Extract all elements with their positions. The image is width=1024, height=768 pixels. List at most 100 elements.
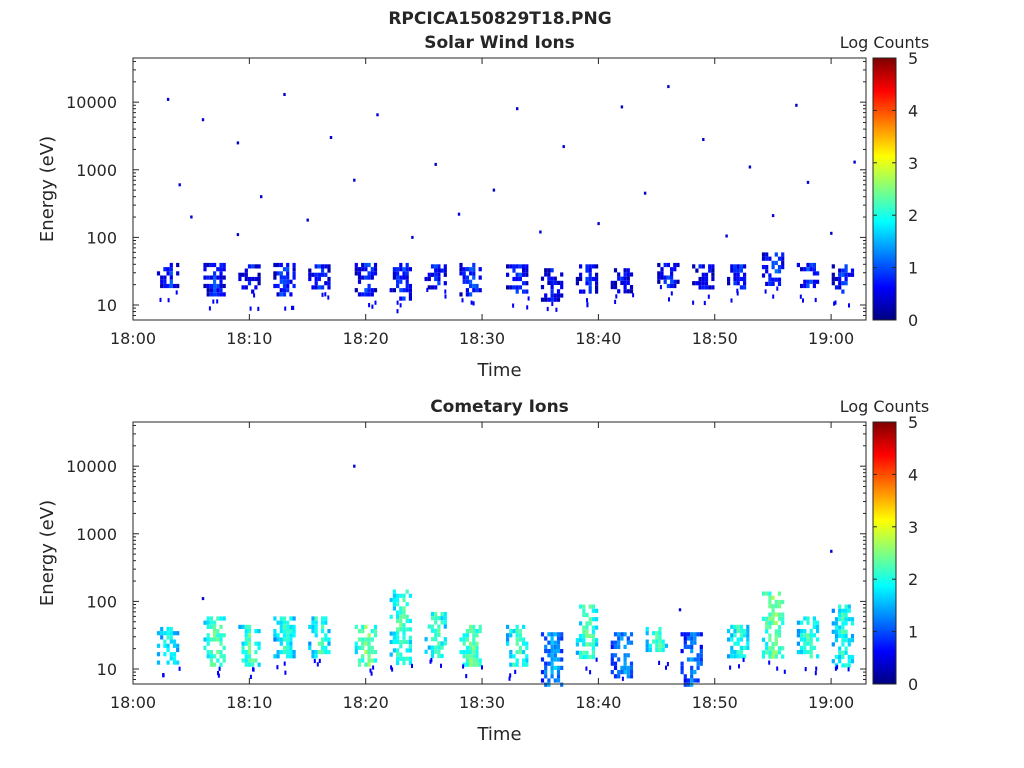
burst-cell: [512, 285, 516, 290]
burst-cell: [585, 621, 589, 626]
data-point: [201, 597, 205, 601]
burst-cell: [219, 654, 223, 659]
burst-cell: [314, 264, 318, 269]
burst-cell: [465, 279, 469, 284]
burst-cell: [540, 632, 545, 637]
burst-cell: [746, 637, 750, 642]
burst-cell: [540, 657, 545, 662]
burst-cell: [550, 640, 554, 645]
burst-cell: [736, 268, 740, 273]
burst-cell: [273, 637, 277, 642]
burst-cell: [311, 650, 315, 655]
data-burst: [354, 624, 378, 676]
burst-cell: [408, 296, 412, 301]
burst-cell: [556, 632, 561, 637]
burst-cell: [219, 624, 223, 629]
burst-cell: [579, 654, 583, 660]
burst-cell: [247, 633, 252, 638]
burst-cell: [411, 663, 413, 668]
data-point: [306, 218, 309, 222]
burst-cell: [739, 650, 743, 655]
burst-cell: [850, 272, 855, 277]
burst-cell: [544, 670, 548, 675]
burst-cell: [777, 591, 782, 596]
burst-cell: [771, 650, 775, 655]
burst-cell: [396, 267, 400, 272]
burst-cell: [743, 629, 747, 634]
burst-cell: [160, 275, 164, 280]
burst-cell: [683, 682, 687, 687]
burst-cell: [251, 662, 255, 667]
burst-cell: [289, 645, 293, 650]
burst-cell: [219, 279, 223, 284]
burst-cell: [292, 629, 296, 634]
burst-cell: [169, 279, 173, 284]
burst-cell: [396, 660, 400, 666]
burst-cell: [443, 611, 447, 617]
burst-cell: [176, 271, 180, 276]
burst-cell: [746, 629, 750, 634]
burst-cell: [680, 670, 684, 675]
burst-cell: [582, 638, 586, 643]
colorbar-tick-label: 5: [908, 49, 918, 68]
burst-cell: [812, 616, 816, 621]
burst-cell: [585, 281, 589, 286]
colorbar: [872, 421, 897, 685]
burst-cell: [550, 289, 554, 294]
burst-cell: [399, 267, 403, 272]
burst-cell: [443, 268, 447, 273]
data-point: [771, 214, 775, 218]
burst-cell: [659, 285, 662, 290]
burst-cell: [768, 277, 772, 282]
burst-cell: [209, 650, 213, 655]
data-point: [702, 138, 705, 141]
burst-cell: [284, 670, 287, 675]
burst-cell: [286, 267, 290, 272]
data-point: [597, 222, 600, 226]
burst-cell: [774, 629, 778, 634]
y-tick-label: 10: [97, 296, 117, 315]
burst-cell: [402, 296, 406, 301]
burst-cell: [156, 271, 161, 276]
burst-cell: [308, 268, 312, 273]
burst-cell: [847, 272, 851, 277]
burst-cell: [314, 276, 318, 282]
burst-cell: [806, 633, 810, 638]
burst-cell: [733, 268, 737, 273]
burst-cell: [844, 612, 848, 618]
burst-cell: [292, 650, 296, 655]
burst-cell: [626, 289, 630, 294]
burst-cell: [465, 650, 469, 655]
burst-cell: [392, 597, 396, 603]
burst-cell: [727, 637, 731, 642]
burst-cell: [396, 283, 400, 289]
burst-cell: [440, 611, 444, 617]
burst-cell: [321, 616, 325, 621]
burst-cell: [676, 279, 680, 284]
burst-cell: [729, 665, 732, 670]
burst-cell: [292, 654, 296, 659]
burst-cell: [550, 280, 554, 285]
burst-cell: [219, 288, 223, 293]
burst-cell: [736, 629, 740, 634]
burst-cell: [585, 264, 589, 269]
burst-cell: [167, 298, 170, 303]
colorbar-tick-label: 1: [908, 259, 918, 278]
burst-cell: [244, 633, 248, 638]
burst-cell: [218, 666, 221, 671]
burst-cell: [163, 631, 167, 636]
burst-cell: [595, 617, 599, 622]
burst-cell: [444, 294, 447, 299]
burst-cell: [475, 641, 479, 646]
burst-cell: [292, 633, 296, 638]
burst-cell: [465, 658, 469, 663]
burst-cell: [834, 638, 839, 643]
burst-cell: [367, 637, 371, 642]
burst-cell: [166, 635, 170, 640]
burst-cell: [282, 624, 287, 629]
burst-cell: [803, 629, 807, 634]
burst-cell: [308, 641, 312, 646]
burst-cell: [469, 292, 473, 297]
burst-cell: [469, 645, 473, 650]
data-point: [516, 107, 519, 111]
